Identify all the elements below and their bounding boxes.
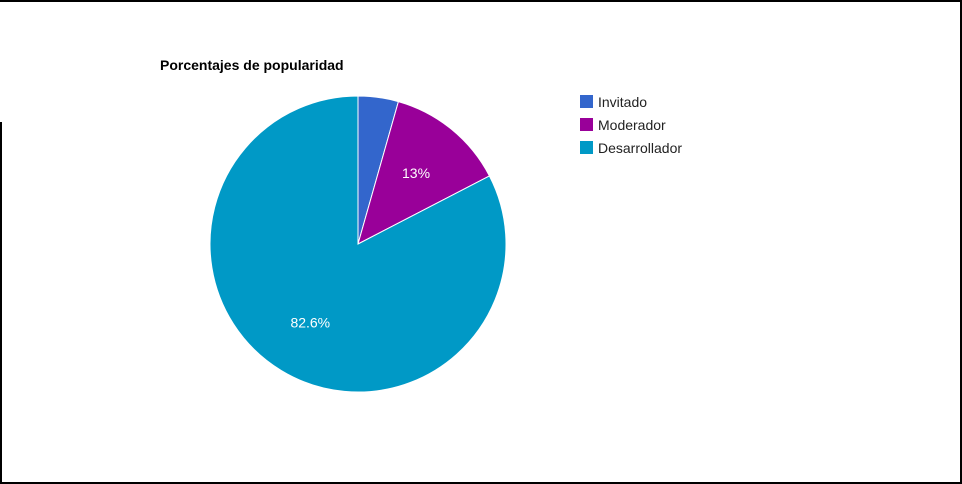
pie-slice-moderador	[357, 101, 491, 245]
legend-swatch-moderador	[580, 118, 593, 131]
legend-label-invitado: Invitado	[598, 94, 647, 110]
legend-swatch-desarrollador	[580, 141, 593, 154]
chart-title: Porcentajes de popularidad	[160, 57, 344, 73]
pie-slices	[209, 95, 507, 393]
pie-slice-desarrollador	[209, 95, 507, 393]
legend-label-moderador: Moderador	[598, 117, 666, 133]
legend-swatch-invitado	[580, 95, 593, 108]
pie-slice-labels: 13% 82.6%	[290, 165, 430, 330]
frame-left-edge	[0, 122, 2, 484]
legend-label-desarrollador: Desarrollador	[598, 140, 682, 156]
slice-label-moderador: 13%	[402, 165, 430, 181]
chart-legend: Invitado Moderador Desarrollador	[580, 94, 682, 156]
slice-label-desarrollador: 82.6%	[290, 314, 330, 330]
